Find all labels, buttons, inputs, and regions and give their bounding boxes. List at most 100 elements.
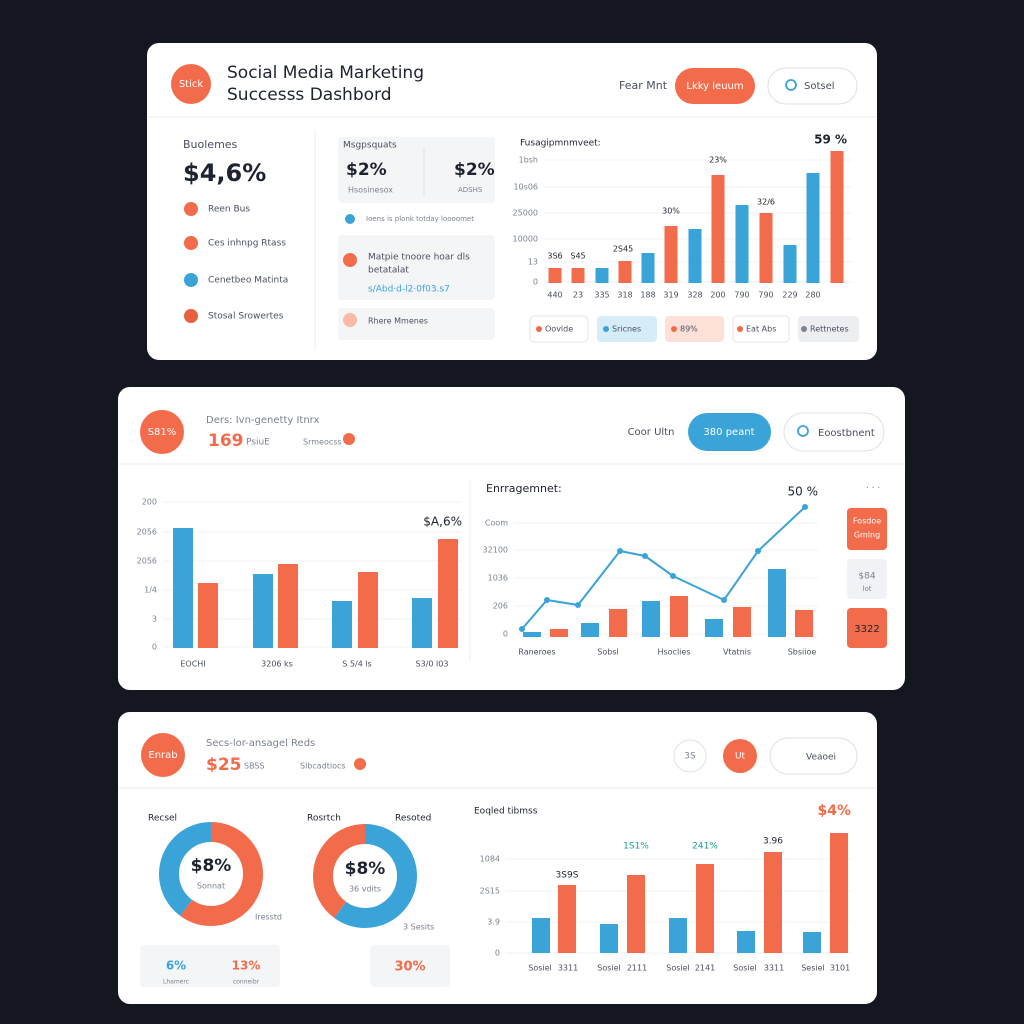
bar [173, 528, 193, 648]
bar [412, 598, 432, 648]
label: $2% [454, 160, 495, 180]
bar [581, 623, 599, 637]
label: Ut [735, 752, 746, 762]
x-tick-label: Hsoclies [657, 648, 690, 657]
x-tick-label: 328 [687, 291, 702, 300]
footer-box [338, 308, 495, 340]
y-tick-label: Coom [485, 519, 508, 528]
label: Lhamerc [163, 979, 189, 986]
x-tick-label: 23 [573, 291, 583, 300]
label: · · · [866, 484, 880, 494]
legend-chip[interactable] [732, 315, 790, 343]
line-point [617, 548, 623, 554]
annotation: 3.96 [763, 837, 783, 847]
legend-label: 89% [680, 325, 698, 334]
label: Coor Ultn [628, 427, 675, 438]
label: Slbcadtiocs [300, 762, 346, 771]
icon-button[interactable] [673, 739, 707, 773]
side-box [847, 608, 887, 648]
bar [358, 572, 378, 648]
y-tick-label: 2056 [137, 557, 157, 566]
label: ADSHS [458, 186, 483, 194]
line-point [544, 597, 550, 603]
button[interactable] [688, 413, 771, 451]
search-box[interactable] [783, 412, 885, 452]
y-tick-label: 3 [152, 615, 157, 624]
bar [600, 924, 618, 953]
x-tick-label: Sosiel [528, 964, 552, 973]
bar [705, 619, 723, 637]
bar [595, 268, 609, 283]
x-tick-label: S 5/4 ls [342, 660, 371, 669]
annotation: S45 [570, 252, 585, 261]
label: Iresstd [255, 913, 282, 922]
x-tick-label: 280 [805, 291, 820, 300]
x-tick-label: 200 [710, 291, 725, 300]
label: Social Media Marketing [227, 63, 424, 83]
bar [609, 609, 627, 637]
bar [670, 596, 688, 637]
legend-label: Oovlde [545, 325, 573, 334]
search-box[interactable] [769, 737, 858, 775]
y-tick-label: 1084 [480, 855, 500, 864]
line-point [670, 573, 676, 579]
label: 36 vdits [349, 885, 381, 894]
label: Rosrtch [307, 814, 341, 824]
label: Sotsel [804, 81, 835, 92]
side-box [847, 508, 887, 550]
legend-chip[interactable] [529, 315, 589, 343]
bar [669, 918, 687, 953]
y-tick-label: 1036 [488, 574, 508, 583]
button[interactable] [675, 68, 755, 104]
bar [198, 583, 218, 648]
label: Ioens is plonk totday loooomet [366, 215, 474, 223]
icon [343, 313, 357, 327]
legend-chip[interactable] [597, 316, 657, 342]
x-tick-label: 2111 [627, 964, 647, 973]
label: Ces inhnpg Rtass [208, 239, 286, 249]
legend-chip[interactable] [798, 316, 859, 342]
icon-button[interactable] [723, 739, 757, 773]
bar [830, 151, 844, 283]
annotation: 1S1% [623, 842, 649, 852]
icon [345, 214, 355, 224]
x-tick-label: 229 [782, 291, 797, 300]
legend-label: Rettnetes [810, 325, 849, 334]
dot [184, 236, 198, 250]
label: Stosal Srowertes [208, 312, 284, 322]
label: 30% [394, 960, 425, 975]
label: Eoostbnent [818, 428, 875, 439]
x-tick-label: 319 [663, 291, 678, 300]
line-point [721, 597, 727, 603]
x-tick-label: S3/0 l03 [416, 660, 449, 669]
label: Resoted [395, 814, 431, 824]
annotation: 32/6 [757, 198, 775, 207]
label: Gmlng [854, 531, 880, 540]
x-tick-label: Sosiel [733, 964, 757, 973]
label: Recsel [148, 814, 177, 824]
dot [184, 273, 198, 287]
side-box [847, 559, 887, 599]
donut-segment [159, 822, 263, 926]
bar [641, 253, 655, 283]
search-box[interactable] [767, 67, 858, 105]
x-tick-label: Sosiel [666, 964, 690, 973]
bar [558, 885, 576, 953]
x-tick-label: 3101 [830, 964, 850, 973]
label: 169 [208, 431, 244, 451]
label: 3S [684, 752, 696, 762]
legend-swatch [671, 326, 677, 332]
label: 3 Sesits [403, 923, 434, 932]
label: Enrab [148, 750, 177, 761]
bar [795, 610, 813, 637]
y-tick-label: 0 [533, 278, 538, 287]
x-tick-label: 3206 ks [261, 660, 293, 669]
line-point [575, 602, 581, 608]
donut-segment [313, 824, 417, 928]
y-tick-label: 13 [528, 258, 538, 267]
label: lot [863, 585, 872, 593]
label: $25 [206, 755, 242, 775]
stat-box [338, 137, 495, 203]
legend-chip[interactable] [665, 316, 724, 342]
icon [343, 253, 357, 267]
